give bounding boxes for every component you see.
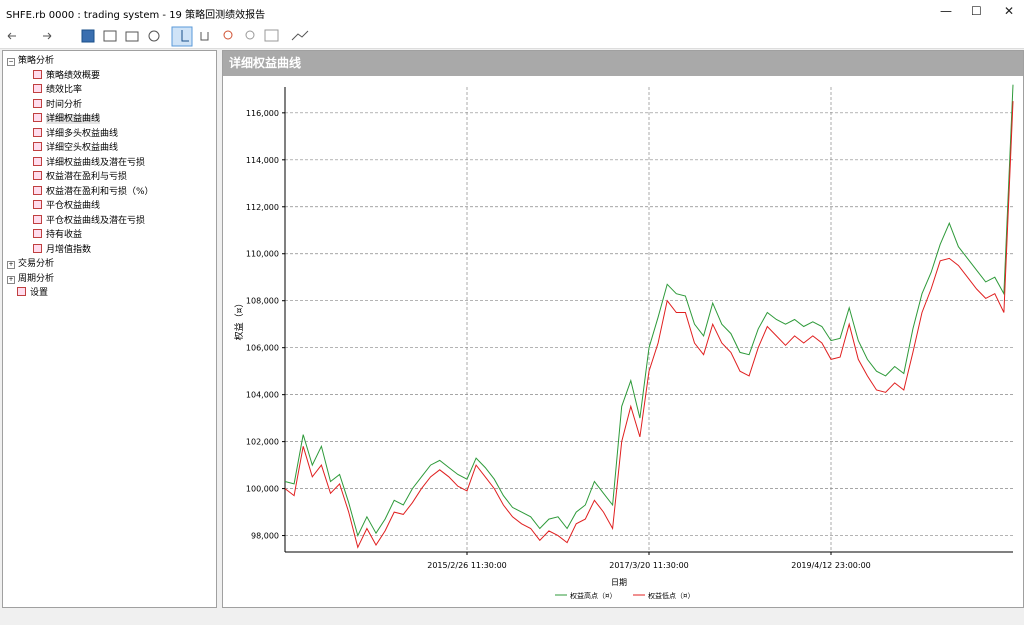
legend-label: 权益低点（¤）	[648, 591, 694, 600]
title-bar: SHFE.rb 0000 : trading system - 19 策略回测绩…	[0, 0, 1024, 24]
label: 详细多头权益曲线	[46, 128, 119, 139]
label: 策略绩效概要	[46, 70, 101, 81]
close-button[interactable]: ✕	[1004, 4, 1015, 18]
tree-item[interactable]: 权益潜在盈利与亏损	[33, 169, 127, 182]
y-tick-label: 110,000	[246, 250, 279, 259]
label: 权益潜在盈利和亏损（%）	[46, 186, 154, 197]
label: 平仓权益曲线	[46, 201, 101, 211]
zoom-out-button[interactable]	[245, 30, 255, 40]
series-line	[284, 101, 1014, 549]
tree-item[interactable]: 设置	[17, 285, 48, 298]
tree-item[interactable]: 策略绩效概要	[33, 68, 100, 81]
label: 周期分析	[18, 273, 55, 284]
label: 策略分析	[18, 56, 55, 66]
pan-button[interactable]	[200, 32, 209, 41]
chart-panel: 详细权益曲线	[222, 50, 1024, 608]
back-button[interactable]	[7, 32, 16, 40]
chart: 98,000 100,000 102,000 104,000 106,000 108,00…	[233, 84, 1014, 600]
x-tick-label: 2019/4/12 23:00:00	[791, 561, 871, 570]
label: 详细权益曲线及潜在亏损	[46, 157, 146, 168]
y-tick-label: 106,000	[246, 344, 279, 353]
maximize-button[interactable]: ☐	[971, 4, 982, 18]
zoom-in-button[interactable]	[223, 30, 233, 40]
label: 权益潜在盈利与亏损	[46, 172, 128, 182]
minimize-button[interactable]: —	[940, 4, 952, 18]
tree-item[interactable]: 平仓权益曲线	[33, 198, 100, 211]
tree-item[interactable]: 持有收益	[33, 227, 82, 240]
label: 详细空头权益曲线	[46, 143, 119, 153]
series-line	[284, 84, 1014, 538]
label: 平仓权益曲线及潜在亏损	[46, 215, 146, 226]
label: 详细权益曲线	[46, 114, 101, 124]
tree-group[interactable]: − 策略分析	[7, 56, 55, 66]
y-tick-label: 108,000	[246, 297, 279, 306]
tree-item[interactable]: 详细权益曲线	[33, 111, 101, 124]
label: 月增值指数	[46, 244, 92, 255]
tree-group[interactable]: + 交易分析	[7, 259, 55, 269]
label: 时间分析	[46, 99, 83, 110]
tree-item[interactable]: 月增值指数	[33, 242, 91, 255]
tree-item[interactable]: 绩效比率	[33, 82, 82, 95]
y-axis-label: 权益（¤）	[233, 299, 245, 341]
tree-group[interactable]: + 周期分析	[7, 273, 55, 284]
toolbar	[0, 24, 1024, 49]
tree-item[interactable]: 详细空头权益曲线	[33, 140, 118, 153]
y-tick-label: 102,000	[246, 438, 279, 447]
tree-item[interactable]: 详细权益曲线及潜在亏损	[33, 155, 145, 168]
forward-button[interactable]	[43, 32, 52, 40]
label: 设置	[30, 288, 49, 298]
y-tick-label: 114,000	[246, 156, 279, 165]
label: 绩效比率	[46, 85, 83, 95]
y-tick-label: 116,000	[246, 109, 279, 118]
window-title: SHFE.rb 0000 : trading system - 19 策略回测绩…	[6, 10, 266, 21]
print-button[interactable]	[125, 31, 139, 42]
legend-label: 权益高点（¤）	[570, 591, 616, 600]
label: 交易分析	[18, 259, 55, 269]
y-tick-label: 104,000	[246, 391, 279, 400]
chart-button[interactable]	[291, 30, 309, 41]
tree-item[interactable]: 平仓权益曲线及潜在亏损	[33, 213, 145, 226]
reset-zoom-button[interactable]	[264, 29, 279, 42]
save-button[interactable]	[81, 29, 95, 43]
y-tick-label: 98,000	[251, 532, 279, 541]
settings-button[interactable]	[148, 30, 160, 42]
tree-item[interactable]: 权益潜在盈利和亏损（%）	[33, 184, 154, 197]
label: 持有收益	[46, 230, 83, 240]
tree-item[interactable]: 时间分析	[33, 97, 82, 110]
y-tick-label: 100,000	[246, 485, 279, 494]
tree-view: − 策略分析策略绩效概要 绩效比率时间分析详细权益曲线详细多头权益曲线 详细空头权益曲…	[2, 50, 217, 608]
copy-button[interactable]	[103, 30, 117, 42]
panel-title: 详细权益曲线	[223, 51, 1023, 76]
toolbar-icons	[7, 26, 309, 47]
tree-item[interactable]: 详细多头权益曲线	[33, 126, 118, 139]
x-tick-label: 2017/3/20 11:30:00	[609, 561, 689, 570]
x-tick-label: 2015/2/26 11:30:00	[427, 561, 507, 570]
x-axis-label: 日期	[611, 578, 627, 587]
y-tick-label: 112,000	[246, 203, 279, 212]
